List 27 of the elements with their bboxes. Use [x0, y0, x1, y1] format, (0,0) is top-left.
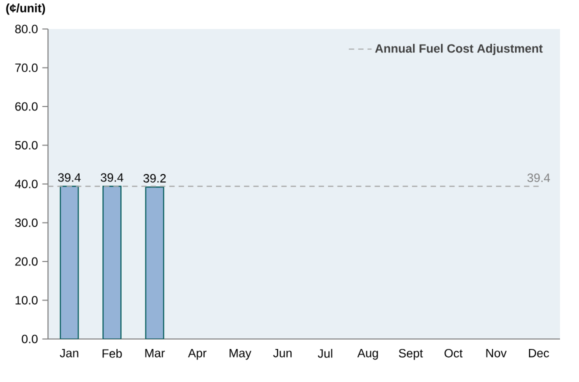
y-tick-label: 80.0 [15, 24, 38, 34]
annotation: 39.4 [527, 174, 550, 182]
y-tick-label: 60.0 [15, 102, 38, 111]
data-label: 39.4 [58, 173, 81, 182]
x-tick-label: Jun [273, 349, 292, 358]
y-tick-label: 10.0 [16, 296, 38, 305]
y-tick-label: 30.0 [15, 218, 38, 228]
y-tick-label: 70.0 [15, 64, 38, 72]
x-tick-label: Oct [444, 349, 463, 358]
x-tick-label: Apr [188, 349, 206, 360]
x-tick-label: May [230, 349, 252, 360]
data-label: 39.2 [143, 174, 166, 183]
y-axis-title: (¢/unit) [6, 4, 46, 15]
legend-label: Annual Fuel Cost Adjustment [375, 44, 543, 56]
y-tick-label: 0.0 [22, 334, 38, 344]
y-tick-label: 20.0 [15, 257, 38, 266]
x-tick-label: Feb [102, 349, 122, 358]
data-label: 39.4 [100, 173, 124, 182]
x-tick-label: Jan [60, 349, 78, 358]
x-tick-label: Jul [318, 349, 332, 358]
x-tick-label: Sept [398, 349, 423, 360]
y-tick-label: 50.0 [15, 141, 38, 150]
y-tick-label: 40.0 [14, 180, 38, 188]
x-tick-label: Nov [486, 349, 507, 358]
x-tick-label: Aug [357, 349, 378, 360]
x-tick-label: Dec [528, 349, 550, 358]
x-tick-label: Mar [145, 349, 165, 358]
